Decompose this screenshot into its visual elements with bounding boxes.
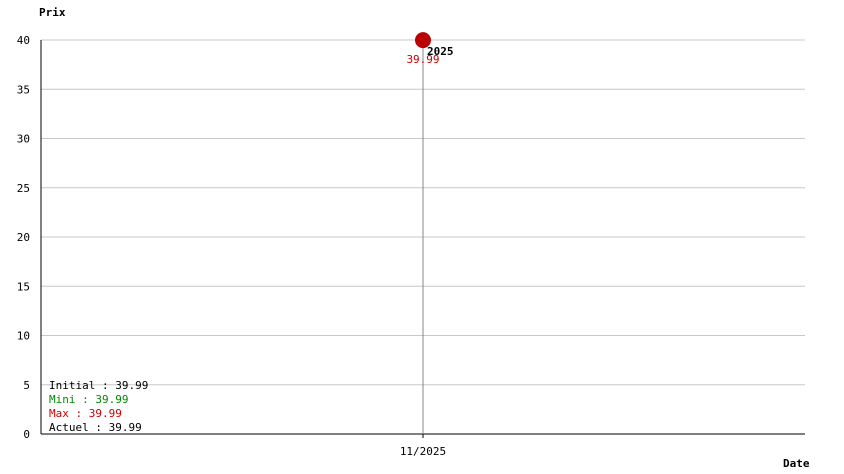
data-point: [415, 32, 431, 49]
y-tick-label: 35: [17, 83, 30, 96]
y-tick-label: 15: [17, 280, 30, 293]
y-tick-label: 20: [17, 231, 30, 244]
x-tick-label: 11/2025: [400, 445, 446, 458]
y-axis-label: Prix: [39, 6, 66, 19]
y-tick-label: 5: [23, 379, 30, 392]
summary-item: Mini : 39.99: [49, 393, 128, 406]
y-tick-label: 0: [23, 428, 30, 441]
summary-item: Initial : 39.99: [49, 379, 148, 392]
x-axis-label: Date: [783, 457, 810, 470]
y-tick-label: 25: [17, 182, 30, 195]
y-tick-label: 10: [17, 330, 30, 343]
year-label: 2025: [427, 45, 454, 58]
data-label: 39.99: [406, 53, 439, 66]
summary-item: Actuel : 39.99: [49, 421, 142, 434]
y-axis-ticks: 0 5 10 15 20 25 30 35 40: [17, 34, 30, 441]
y-tick-label: 30: [17, 133, 30, 146]
summary-item: Max : 39.99: [49, 407, 122, 420]
y-tick-label: 40: [17, 34, 30, 47]
